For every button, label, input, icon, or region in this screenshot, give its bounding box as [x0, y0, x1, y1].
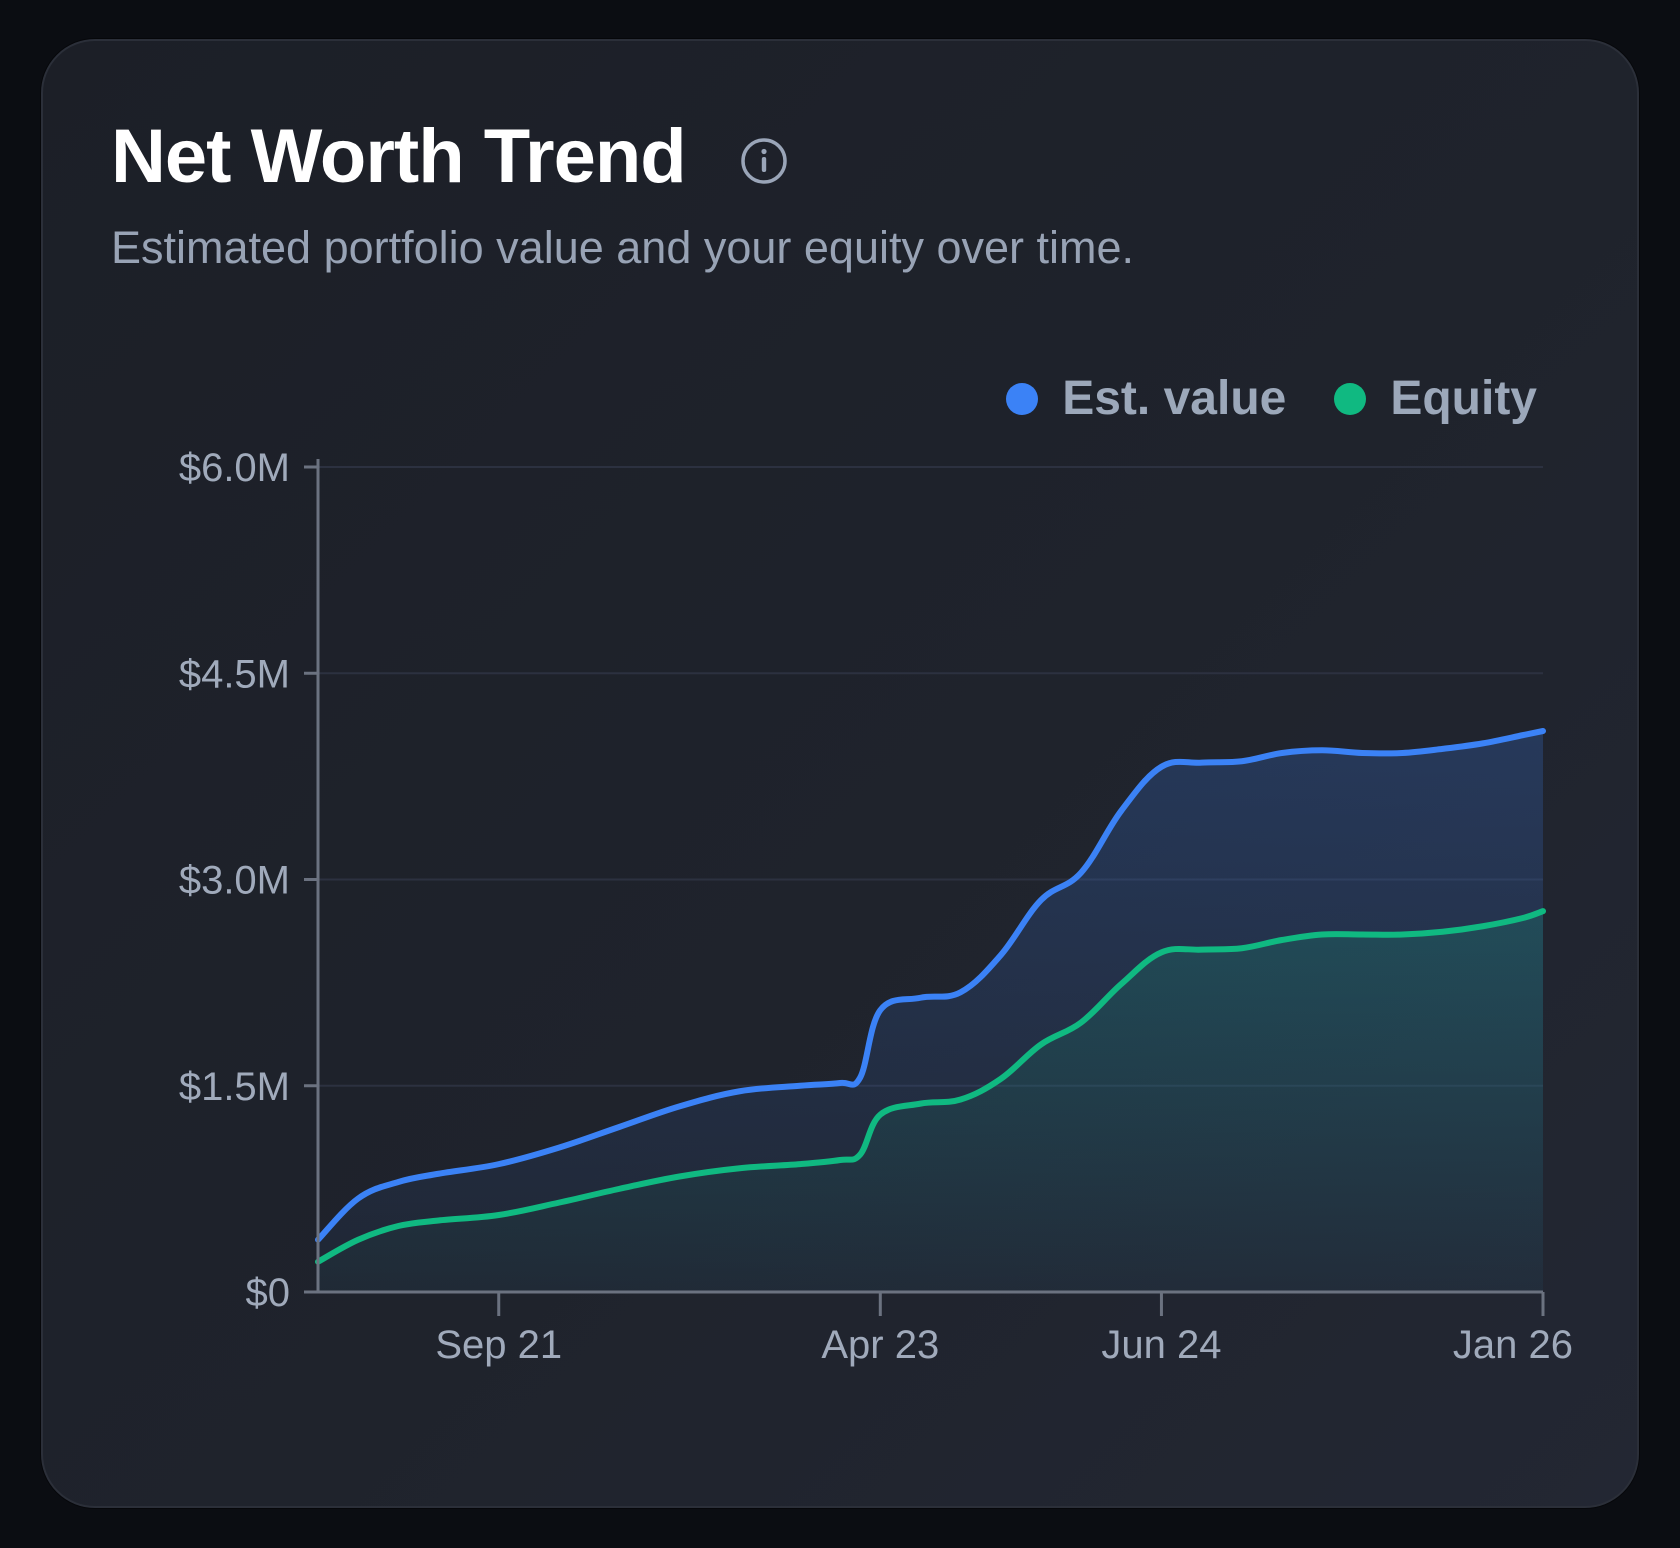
y-tick-label: $0 — [246, 1271, 291, 1315]
y-tick-label: $4.5M — [179, 652, 290, 696]
card-subtitle: Estimated portfolio value and your equit… — [111, 222, 1135, 273]
est-value-line — [315, 728, 1546, 1243]
legend-dot-est-value — [1006, 382, 1039, 415]
x-tick-label: Jun 24 — [1101, 1323, 1221, 1367]
net-worth-card: Net Worth Trend Estimated portfolio valu… — [41, 39, 1639, 1508]
y-tick-label: $3.0M — [179, 859, 290, 903]
legend-dot-equity — [1334, 382, 1367, 415]
net-worth-chart: $0 $1.5M $3.0M $4.5M $6.0M Sep 21 Apr 23 Jun 24… — [179, 446, 1573, 1367]
legend-item-equity[interactable]: Equity — [1334, 371, 1537, 426]
x-tick-label: Jan 26 — [1453, 1323, 1573, 1367]
chart-legend: Est. value Equity — [1006, 371, 1537, 426]
y-tick-label: $1.5M — [179, 1065, 290, 1109]
card-title: Net Worth Trend — [111, 114, 687, 199]
legend-label-est-value: Est. value — [1062, 372, 1287, 425]
legend-label-equity: Equity — [1390, 372, 1537, 425]
legend-item-est-value[interactable]: Est. value — [1006, 371, 1286, 426]
y-tick-label: $6.0M — [179, 446, 290, 490]
info-circle-icon[interactable] — [740, 137, 788, 185]
equity-line — [315, 908, 1546, 1265]
equity-area — [318, 911, 1543, 1292]
x-tick-label: Sep 21 — [435, 1323, 562, 1367]
x-tick-label: Apr 23 — [821, 1323, 939, 1367]
